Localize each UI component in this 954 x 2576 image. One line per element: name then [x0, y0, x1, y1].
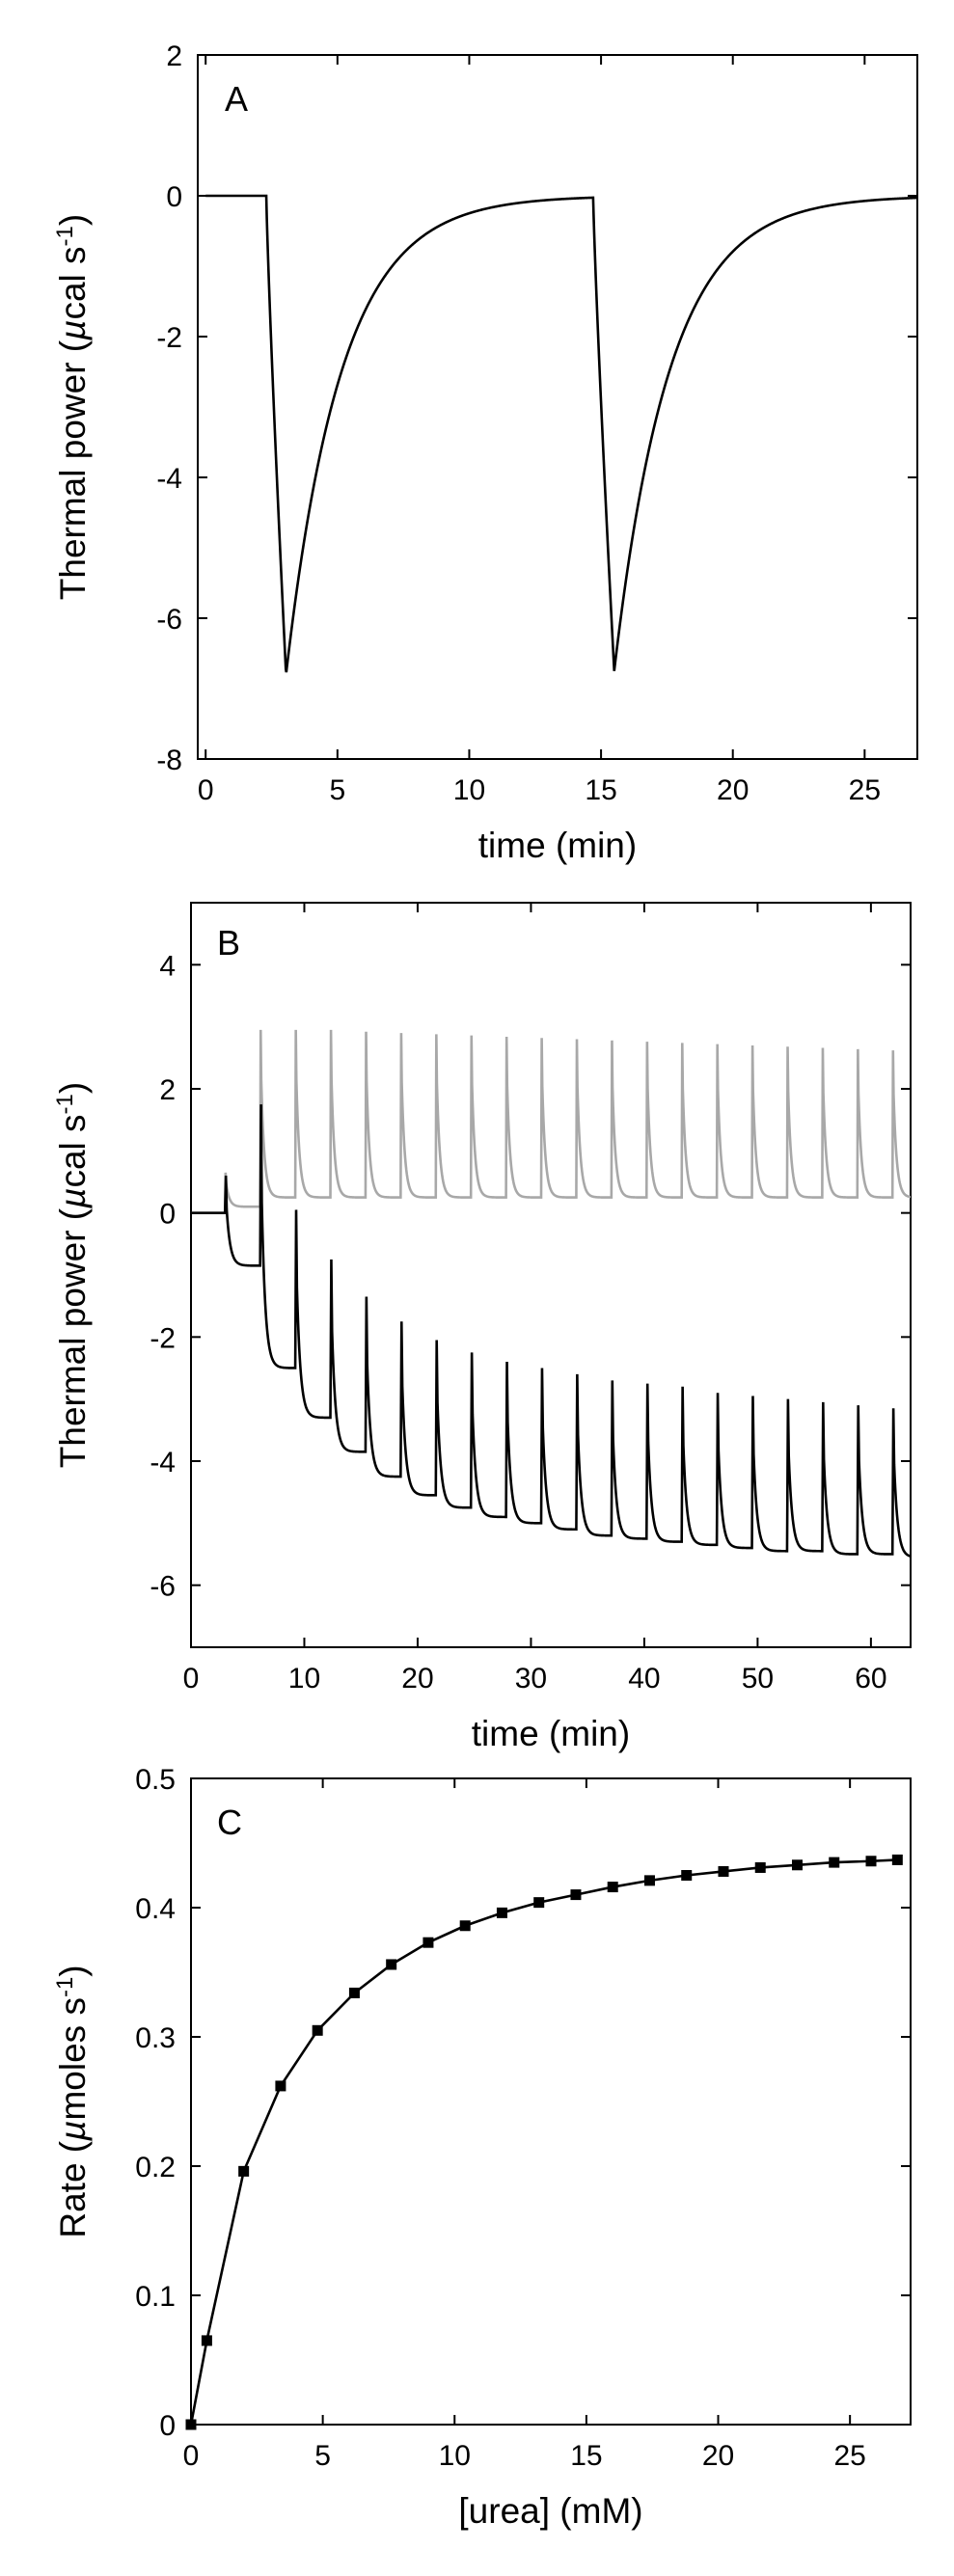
y-tick-label: -6 [150, 1571, 176, 1603]
data-point [533, 1897, 545, 1909]
x-axis-label: time (min) [478, 826, 637, 865]
y-axis-label: Thermal power (µcal s-1) [52, 214, 94, 600]
x-tick-label: 40 [628, 1663, 660, 1695]
panel-letter: A [225, 79, 248, 119]
y-tick-label: -4 [150, 1447, 176, 1478]
data-point [718, 1865, 729, 1877]
data-point [496, 1907, 507, 1918]
y-axis-label: Thermal power (µcal s-1) [52, 1082, 94, 1468]
data-point [201, 2335, 212, 2346]
data-point [238, 2165, 250, 2177]
y-tick-label: 0.3 [135, 2022, 176, 2054]
y-axis-label-close: ) [53, 1965, 93, 1976]
y-axis-label-close: ) [53, 1082, 93, 1094]
x-tick-label: 0 [198, 774, 214, 806]
y-tick-label: -2 [156, 322, 182, 354]
x-tick-label: 20 [401, 1663, 433, 1695]
panel-letter: B [217, 923, 240, 963]
y-axis-label-rest: moles s [53, 1997, 93, 2120]
data-point [681, 1870, 693, 1881]
y-tick-label: 0.4 [135, 1893, 176, 1925]
y-tick-label: -8 [156, 745, 182, 776]
data-point [275, 2080, 286, 2092]
y-tick-label: -4 [156, 463, 182, 495]
y-tick-label: 0.2 [135, 2152, 176, 2183]
y-tick-label: 0 [159, 1199, 176, 1231]
y-axis-label-main: Rate ( [53, 2140, 93, 2237]
y-tick-label: 2 [159, 1074, 176, 1106]
y-tick-label: -2 [150, 1322, 176, 1354]
y-axis-label-rest: cal s [53, 246, 93, 319]
data-point [607, 1882, 618, 1893]
x-tick-label: 5 [314, 2440, 331, 2472]
data-point [422, 1937, 434, 1948]
plot-frame [190, 1777, 912, 2426]
x-tick-label: 25 [849, 774, 881, 806]
y-axis-label-rest: cal s [53, 1114, 93, 1187]
y-axis-label-sup: -1 [52, 226, 78, 246]
data-point [386, 1959, 397, 1970]
y-axis-label-mu: µ [53, 2121, 93, 2142]
y-tick-label: 4 [159, 950, 176, 982]
y-axis-label-close: ) [53, 214, 93, 226]
x-tick-label: 30 [515, 1663, 547, 1695]
data-point [791, 1859, 803, 1871]
y-axis-label: Rate (µmoles s-1) [52, 1965, 94, 2237]
y-axis-label-sup: -1 [52, 1094, 78, 1114]
series-line-injections [205, 194, 918, 673]
data-point [312, 2024, 323, 2036]
x-axis-label: time (min) [472, 1714, 630, 1753]
y-tick-label: 0 [166, 181, 182, 213]
x-tick-label: 10 [288, 1663, 320, 1695]
x-tick-label: 5 [329, 774, 345, 806]
data-point [459, 1920, 471, 1932]
x-tick-label: 60 [855, 1663, 886, 1695]
x-tick-label: 15 [570, 2440, 602, 2472]
y-axis-label-main: Thermal power ( [53, 1207, 93, 1468]
x-tick-label: 50 [742, 1663, 774, 1695]
y-tick-label: 2 [166, 41, 182, 72]
x-tick-label: 20 [717, 774, 749, 806]
y-tick-label: -6 [156, 604, 182, 636]
x-tick-label: 15 [585, 774, 616, 806]
x-tick-label: 0 [183, 1663, 200, 1695]
series-line-control [191, 1029, 911, 1214]
data-point [185, 2419, 197, 2430]
data-point [570, 1889, 582, 1901]
x-axis-label: [urea] (mM) [458, 2491, 642, 2531]
y-tick-label: 0.5 [135, 1764, 176, 1796]
data-point [754, 1861, 766, 1873]
y-tick-label: 0 [159, 2410, 176, 2442]
data-point [865, 1856, 877, 1867]
y-axis-label-mu: µ [53, 1188, 93, 1209]
x-tick-label: 20 [702, 2440, 734, 2472]
data-point [829, 1857, 840, 1868]
y-axis-label-sup: -1 [52, 1977, 78, 1997]
panel-c: 0 5 10 15 20 25 0 0.1 0.2 0.3 0.4 0.5 C [urea] (mM) Ra… [52, 1764, 912, 2531]
x-tick-label: 0 [183, 2440, 200, 2472]
data-point [891, 1854, 903, 1865]
x-tick-label: 25 [833, 2440, 865, 2472]
plot-frame [197, 54, 918, 760]
y-axis-label-main: Thermal power ( [53, 339, 93, 600]
panel-letter: C [217, 1803, 242, 1842]
y-tick-label: 0.1 [135, 2281, 176, 2313]
data-point [348, 1987, 360, 1998]
series-line-reaction [191, 1104, 911, 1559]
plot-frame [190, 902, 912, 1648]
x-tick-label: 10 [439, 2440, 471, 2472]
x-tick-label: 10 [453, 774, 485, 806]
data-point [643, 1875, 655, 1886]
series-line-rate [189, 1858, 898, 2426]
y-axis-label-mu: µ [53, 320, 93, 341]
